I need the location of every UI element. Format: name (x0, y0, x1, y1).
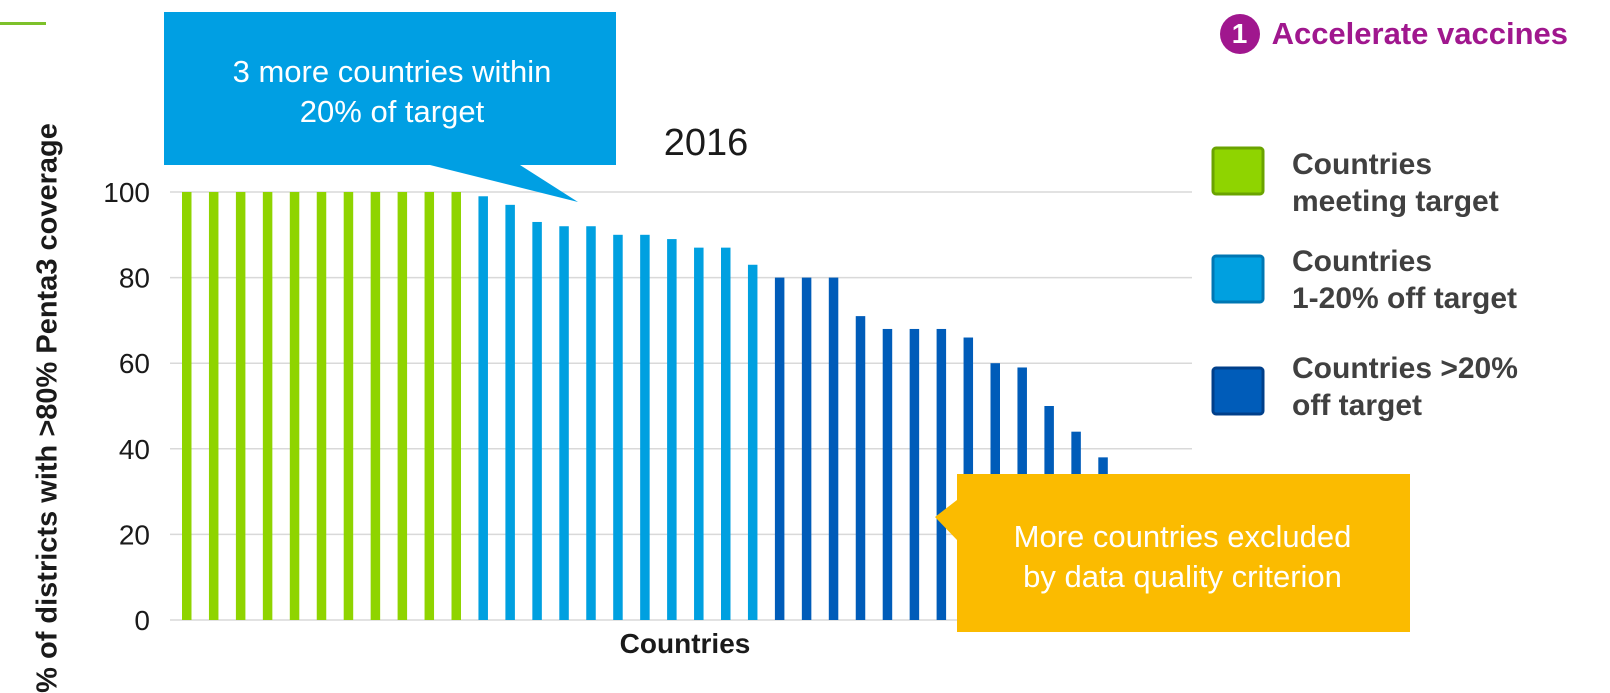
callout-top-line1: 3 more countries within (232, 54, 552, 89)
step-number-badge: 1 (1219, 14, 1260, 54)
section-header: 1 Accelerate vaccines (1219, 14, 1568, 54)
bar-near (721, 247, 731, 620)
callout-bottom-line2: by data quality criterion (1023, 559, 1342, 594)
bar-far (801, 277, 812, 620)
bar-chart: 0 20 40 60 80 100 (103, 12, 1410, 636)
legend-label-near: Countries 1-20% off target (1292, 245, 1518, 315)
bar-near (747, 264, 758, 620)
bar-meeting (208, 192, 219, 620)
y-tick-label: 60 (119, 348, 150, 379)
bar-near (532, 221, 542, 620)
y-tick-label: 20 (119, 519, 150, 550)
y-tick-label: 80 (119, 263, 150, 294)
bar-far (855, 316, 866, 620)
bar-near (640, 234, 650, 621)
callout-bottom-line1: More countries excluded (1013, 519, 1352, 554)
y-tick-label: 100 (103, 177, 150, 208)
x-axis-label: Countries (619, 628, 751, 659)
callout-bottom-text: More countries excluded by data quality … (960, 517, 1405, 597)
legend-label-far: Countries >20% off target (1292, 352, 1518, 422)
y-tick-label: 40 (119, 434, 150, 465)
corner-accent-line (0, 22, 46, 25)
bar-meeting (289, 192, 300, 620)
bar-near (613, 234, 623, 621)
chart-title: 2016 (663, 122, 749, 164)
callout-bottom-shape (935, 474, 1410, 632)
y-tick-labels: 0 20 40 60 80 100 (103, 177, 150, 636)
legend-swatch-2 (1211, 366, 1265, 416)
bar-meeting (343, 192, 354, 620)
bar-near (667, 239, 677, 620)
y-axis-label: % of districts with >80% Penta3 coverage (31, 123, 64, 693)
legend-swatch-1 (1211, 254, 1265, 304)
callout-top-text: 3 more countries within 20% of target (172, 52, 612, 132)
bar-far (828, 277, 839, 620)
callout-top-shape (164, 12, 616, 202)
callout-top-line2: 20% of target (299, 94, 485, 129)
bar-near (586, 226, 596, 621)
bar-meeting (262, 192, 273, 620)
legend-swatch-0 (1211, 146, 1265, 196)
bar-meeting (316, 192, 327, 620)
bar-meeting (424, 192, 435, 620)
bar-meeting (397, 192, 408, 620)
bar-meeting (370, 192, 381, 620)
bar-meeting (235, 192, 246, 620)
legend-label-meeting: Countries meeting target (1292, 148, 1499, 218)
bar-near (694, 247, 704, 620)
y-tick-label: 0 (134, 605, 150, 636)
bar-far (936, 328, 947, 620)
legend-swatches (1211, 146, 1265, 416)
bar-far (882, 328, 893, 620)
bar-near (478, 196, 488, 620)
section-title: Accelerate vaccines (1271, 16, 1568, 51)
bar-near (559, 226, 569, 621)
bar-near (505, 204, 515, 620)
bar-meeting (182, 192, 192, 620)
bar-far (909, 328, 920, 620)
bar-meeting (451, 192, 461, 620)
bar-far (774, 277, 785, 620)
